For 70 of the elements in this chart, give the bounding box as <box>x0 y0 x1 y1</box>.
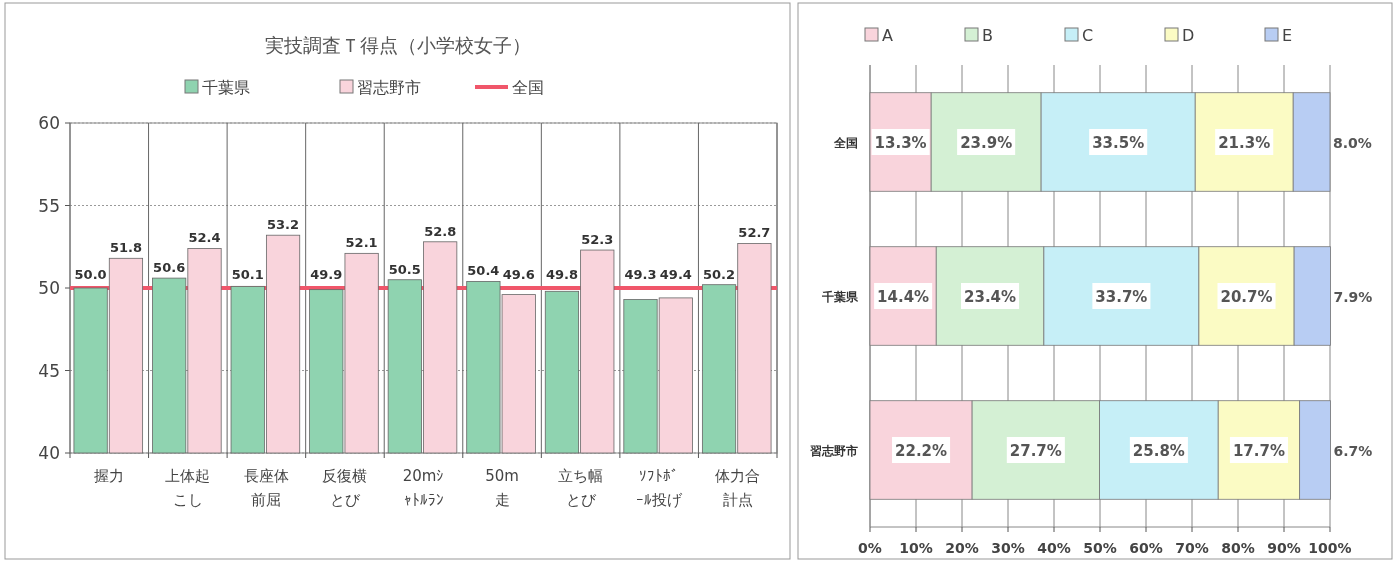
x-tick-label: 上体起こし <box>165 467 211 509</box>
legend-label: E <box>1282 26 1293 45</box>
legend-label: 習志野市 <box>357 78 421 97</box>
data-label: 7.9% <box>1333 289 1373 305</box>
y-tick-label: 60 <box>38 113 60 133</box>
data-label: 52.8 <box>424 223 457 239</box>
y-tick-label: 55 <box>38 195 60 216</box>
legend-label: 全国 <box>512 78 544 97</box>
data-label: 53.2 <box>267 217 300 233</box>
data-label: 50.4 <box>467 263 500 279</box>
x-tick-label: 20mｼｬﾄﾙﾗﾝ <box>402 467 445 509</box>
legend-label: C <box>1082 26 1094 45</box>
x-tick-label: 長座体前屈 <box>243 467 289 509</box>
data-label: 52.4 <box>188 230 221 246</box>
x-tick-label: 20% <box>945 540 979 556</box>
data-label: 23.9% <box>960 134 1013 152</box>
data-label: 51.8 <box>109 240 142 256</box>
x-tick-label: 30% <box>991 540 1025 556</box>
y-tick-label: 習志野市 <box>810 444 858 458</box>
data-label: 33.7% <box>1095 288 1148 306</box>
data-label: 13.3% <box>874 134 927 152</box>
y-tick-label: 50 <box>38 278 60 298</box>
x-tick-label: 80% <box>1221 540 1255 556</box>
y-tick-label: 45 <box>38 360 60 381</box>
legend-label: B <box>982 26 993 45</box>
data-label: 22.2% <box>895 442 948 460</box>
x-tick-label: 100% <box>1308 540 1352 556</box>
chart-title: 実技調査Ｔ得点（小学校女子） <box>264 34 531 56</box>
data-label: 52.7 <box>738 225 771 241</box>
y-tick-label: 千葉県 <box>821 290 859 304</box>
data-label: 6.7% <box>1333 443 1373 459</box>
legend-label: 千葉県 <box>202 78 250 97</box>
data-label: 52.3 <box>581 232 614 248</box>
x-tick-label: 立ち幅とび <box>558 467 604 509</box>
data-label: 33.5% <box>1092 134 1145 152</box>
data-label: 49.6 <box>502 267 535 282</box>
x-tick-label: 50m走 <box>485 467 519 509</box>
x-tick-label: 0% <box>858 540 882 556</box>
x-tick-label: 70% <box>1175 540 1209 556</box>
data-label: 50.6 <box>153 260 186 276</box>
x-tick-label: 40% <box>1037 540 1071 556</box>
x-tick-label: ｿﾌﾄﾎﾞｰﾙ投げ <box>636 467 684 509</box>
data-label: 49.3 <box>624 267 657 282</box>
data-label: 49.4 <box>659 267 692 282</box>
y-tick-label: 全国 <box>833 136 858 150</box>
data-label: 50.1 <box>231 267 264 282</box>
x-tick-label: 50% <box>1083 540 1117 556</box>
x-tick-label: 反復横とび <box>322 467 368 509</box>
data-label: 21.3% <box>1218 134 1271 152</box>
data-label: 14.4% <box>877 288 930 306</box>
data-label: 50.2 <box>703 266 736 282</box>
y-tick-label: 40 <box>38 443 60 463</box>
legend-label: D <box>1182 26 1195 45</box>
data-label: 50.0 <box>74 267 107 282</box>
data-label: 20.7% <box>1220 288 1273 306</box>
data-label: 25.8% <box>1132 442 1185 460</box>
data-label: 17.7% <box>1232 442 1285 460</box>
x-tick-label: 90% <box>1267 540 1301 556</box>
data-label: 27.7% <box>1009 442 1062 460</box>
x-tick-label: 握力 <box>94 467 125 485</box>
x-tick-label: 体力合計点 <box>715 467 761 509</box>
legend-label: A <box>882 26 893 45</box>
data-label: 49.8 <box>545 267 578 282</box>
x-tick-label: 60% <box>1129 540 1163 556</box>
data-label: 8.0% <box>1333 135 1372 151</box>
x-tick-label: 10% <box>899 540 933 556</box>
data-label: 50.5 <box>388 261 421 277</box>
data-label: 49.9 <box>310 267 343 282</box>
data-label: 23.4% <box>964 288 1017 306</box>
data-label: 52.1 <box>345 235 378 251</box>
